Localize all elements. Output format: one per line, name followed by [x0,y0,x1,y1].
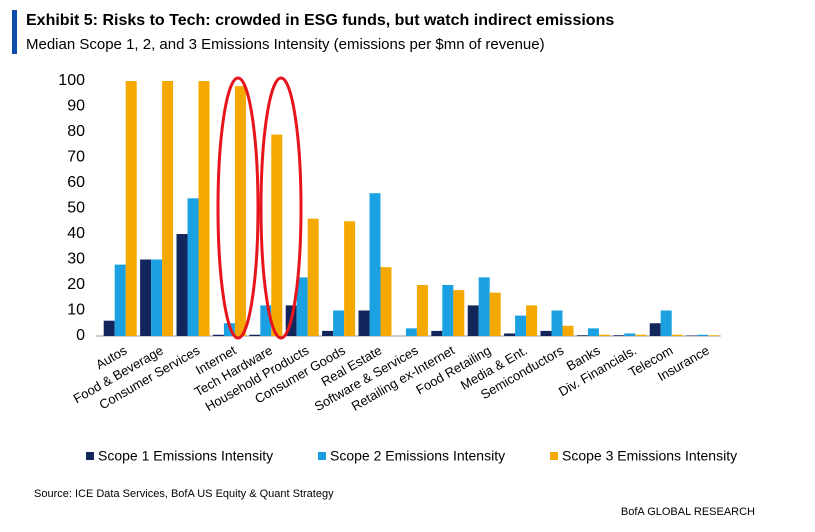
bar [296,277,308,336]
legend-label: Scope 2 Emissions Intensity [330,448,505,464]
bar [526,305,538,336]
y-tick-label: 0 [76,327,85,344]
bar [649,323,661,336]
bar [405,328,417,336]
legend-swatch [86,452,94,460]
bar [114,264,126,336]
brand: BofA GLOBAL RESEARCH [621,506,755,518]
bar [598,334,610,336]
y-tick-label: 100 [58,72,85,89]
chart-subtitle: Median Scope 1, 2, and 3 Emissions Inten… [26,36,545,53]
bar [212,334,224,336]
bar [271,134,283,336]
bar [416,285,428,336]
bar [660,310,672,336]
bar [307,218,319,336]
y-tick-label: 80 [67,123,85,140]
y-tick-label: 70 [67,149,85,166]
legend-label: Scope 3 Emissions Intensity [562,448,737,464]
y-tick-label: 40 [67,225,85,242]
title-accent [12,10,17,54]
bar [708,335,720,336]
bar [540,330,552,336]
bar [624,333,636,336]
bar [562,325,574,336]
bar [344,221,356,336]
legend-label: Scope 1 Emissions Intensity [98,448,273,464]
bar [635,334,647,336]
bar [260,305,272,336]
y-tick-label: 90 [67,98,85,115]
bar [686,335,698,336]
legend-swatch [550,452,558,460]
bar [380,267,392,336]
y-tick-label: 50 [67,200,85,217]
bar [249,334,261,336]
bar [151,259,163,336]
y-tick-label: 10 [67,302,85,319]
y-tick-label: 20 [67,276,85,293]
bar [467,305,479,336]
highlight-ellipse [216,76,260,340]
bar [333,310,345,336]
bar [162,81,174,336]
bar [453,290,465,336]
legend-swatch [318,452,326,460]
bar [576,335,588,336]
bar [515,315,527,336]
bar [187,198,199,336]
bar [234,86,246,336]
bar [442,285,454,336]
y-tick-label: 60 [67,174,85,191]
bar [125,81,137,336]
y-tick-label: 30 [67,251,85,268]
bar [431,330,443,336]
bar [176,234,188,336]
source-note: Source: ICE Data Services, BofA US Equit… [34,488,334,500]
bar [103,320,115,336]
bar [198,81,210,336]
bar [358,310,370,336]
bar [489,292,501,336]
bar [322,330,334,336]
bar [671,334,683,336]
bar [697,334,709,336]
bar [369,193,381,336]
bar [504,333,516,336]
bar [587,328,599,336]
chart-title: Exhibit 5: Risks to Tech: crowded in ESG… [26,12,614,29]
bar [140,259,152,336]
highlight-ellipse [259,76,303,340]
bar [551,310,563,336]
bar [478,277,490,336]
bar [613,335,625,336]
